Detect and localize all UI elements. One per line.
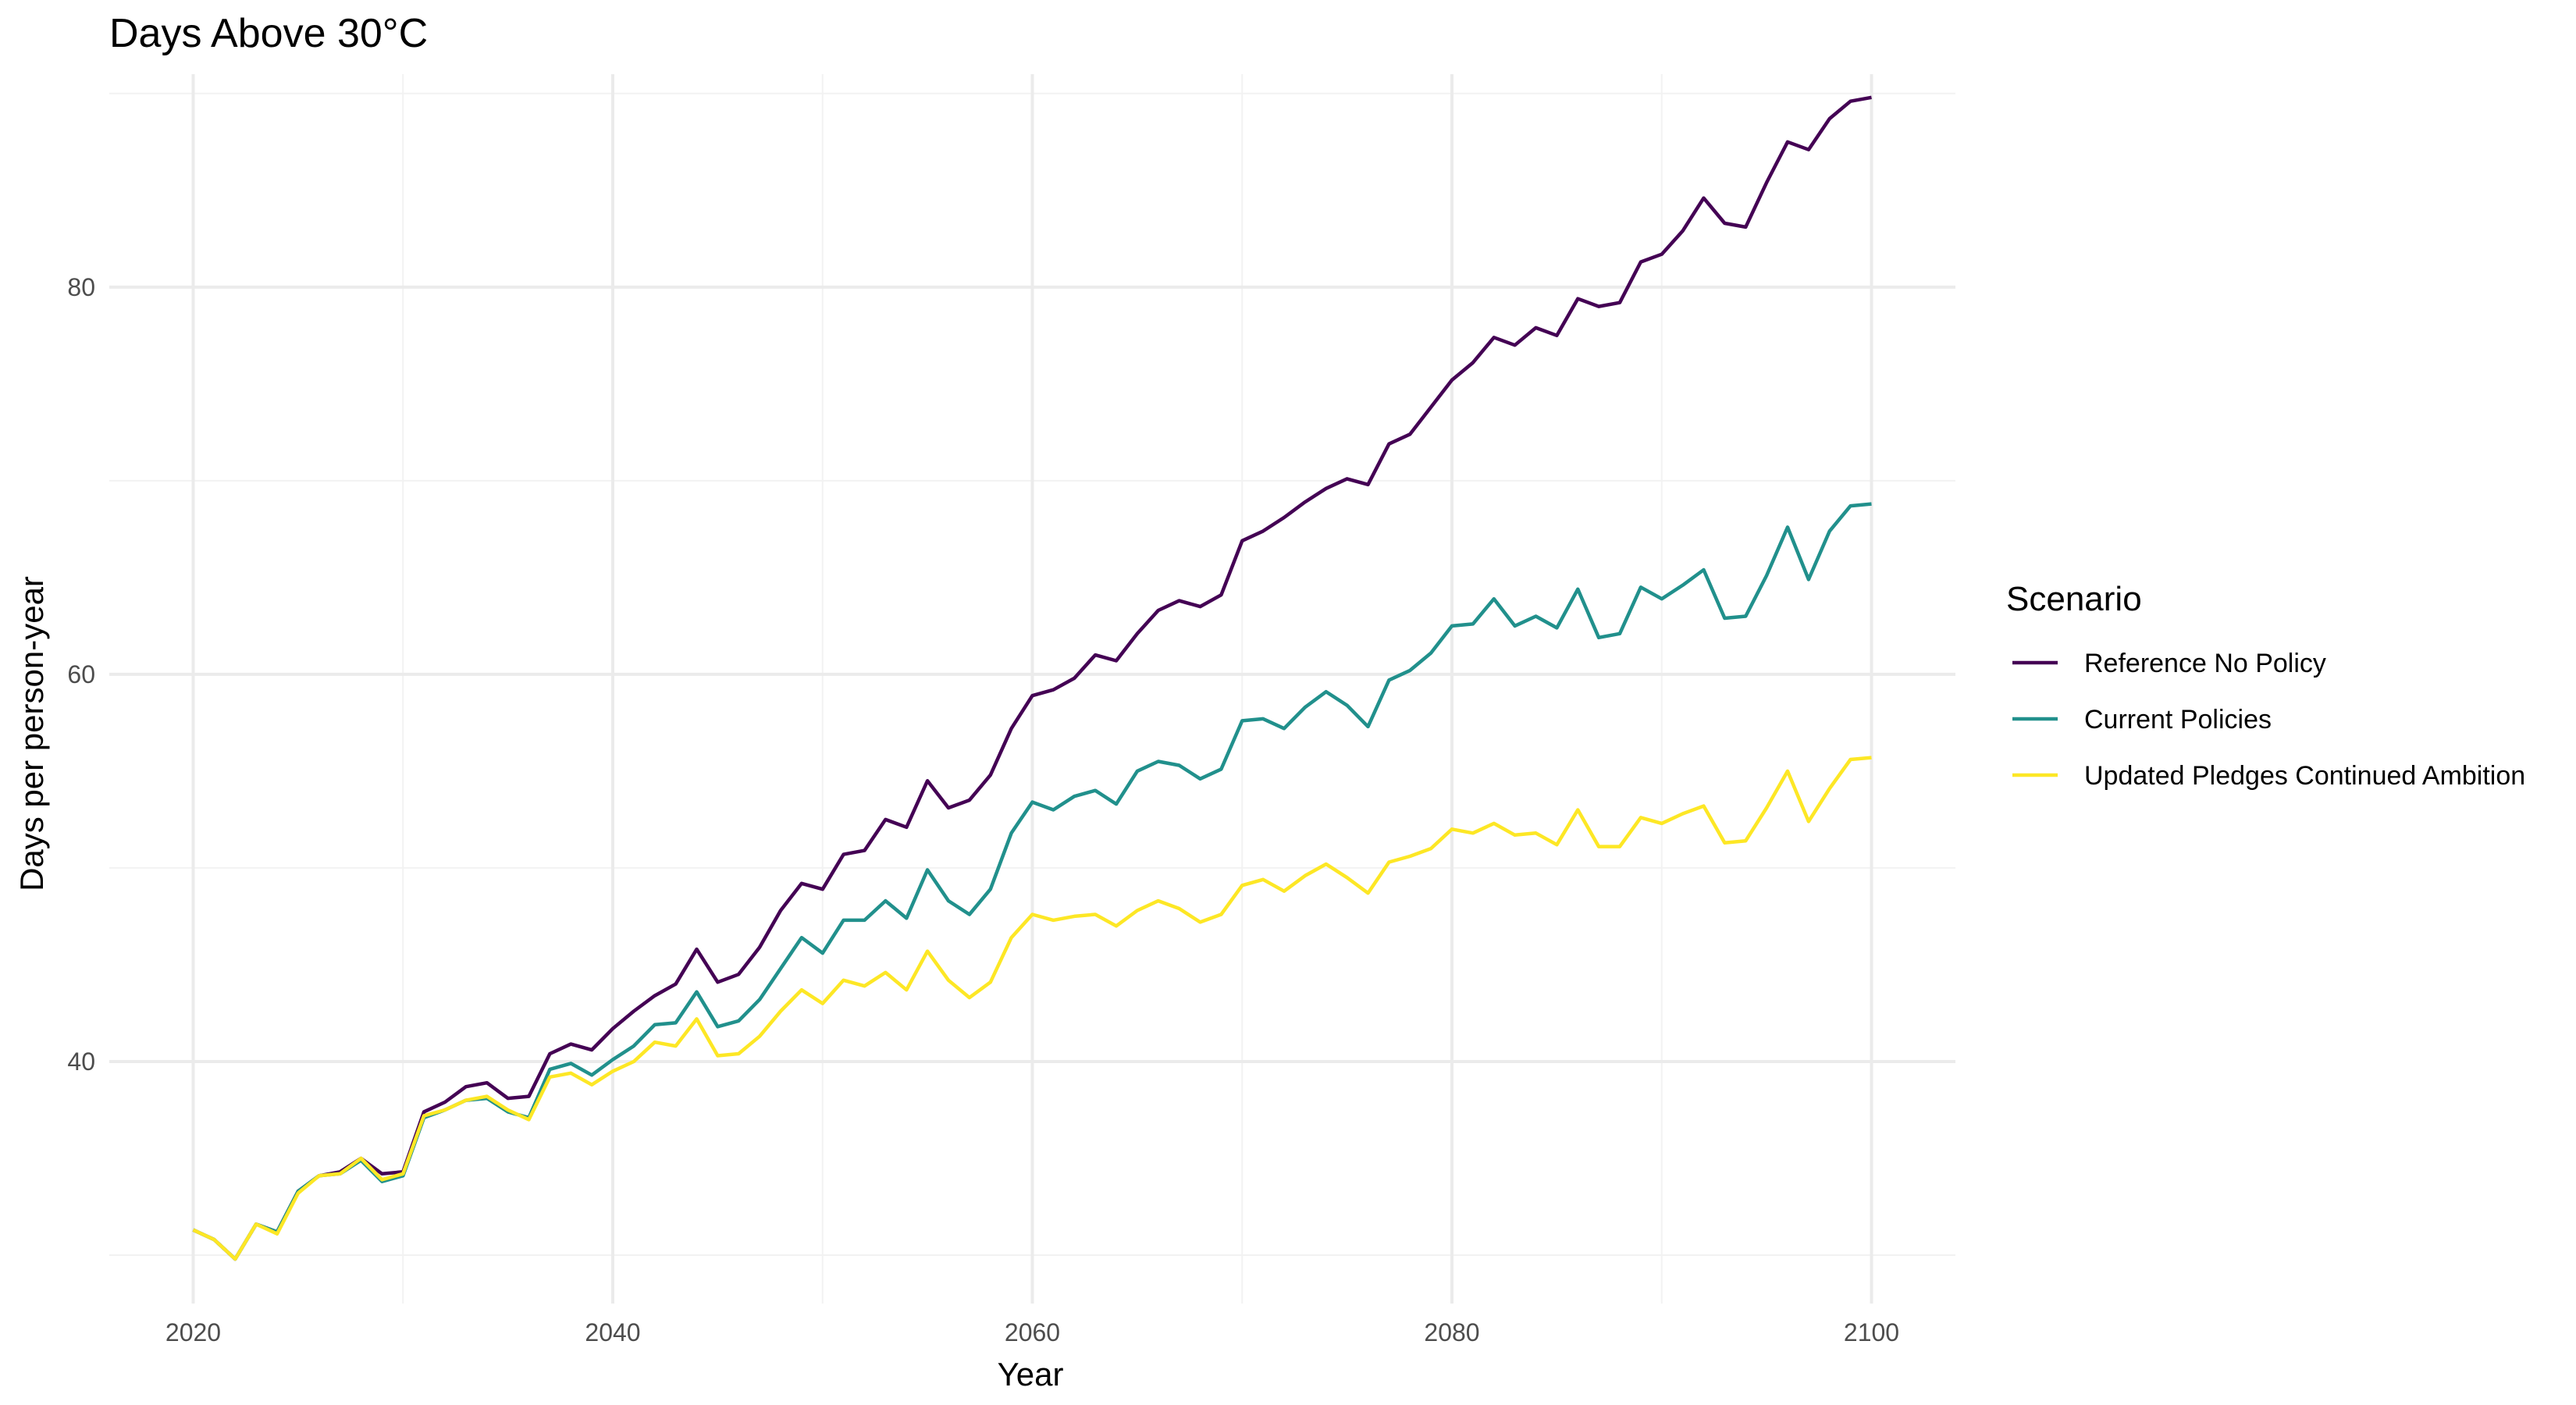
legend-title: Scenario — [2006, 580, 2142, 618]
legend-label-2: Current Policies — [2084, 705, 2272, 735]
x-tick-label: 2020 — [165, 1318, 221, 1346]
series-layer — [192, 95, 1872, 1261]
legend-label-1: Reference No Policy — [2084, 649, 2326, 678]
series-line-1 — [192, 95, 1872, 1261]
series-line-3 — [192, 756, 1872, 1261]
x-tick-label: 2100 — [1844, 1318, 1899, 1346]
y-axis-title: Days per person-year — [13, 576, 50, 891]
legend: Scenario Reference No Policy Current Poli… — [2006, 580, 2525, 791]
y-tick-label: 80 — [67, 273, 95, 301]
y-tick-label: 40 — [67, 1048, 95, 1076]
x-axis-title: Year — [998, 1356, 1064, 1393]
axis-layer: 2020 2040 2060 2080 2100 40 60 80 — [67, 273, 1899, 1346]
x-tick-label: 2080 — [1424, 1318, 1479, 1346]
grid-layer — [109, 74, 1955, 1304]
chart-title: Days Above 30°C — [109, 11, 428, 56]
x-tick-label: 2040 — [585, 1318, 640, 1346]
x-tick-label: 2060 — [1005, 1318, 1060, 1346]
y-tick-label: 60 — [67, 660, 95, 688]
legend-label-3: Updated Pledges Continued Ambition — [2084, 761, 2525, 791]
